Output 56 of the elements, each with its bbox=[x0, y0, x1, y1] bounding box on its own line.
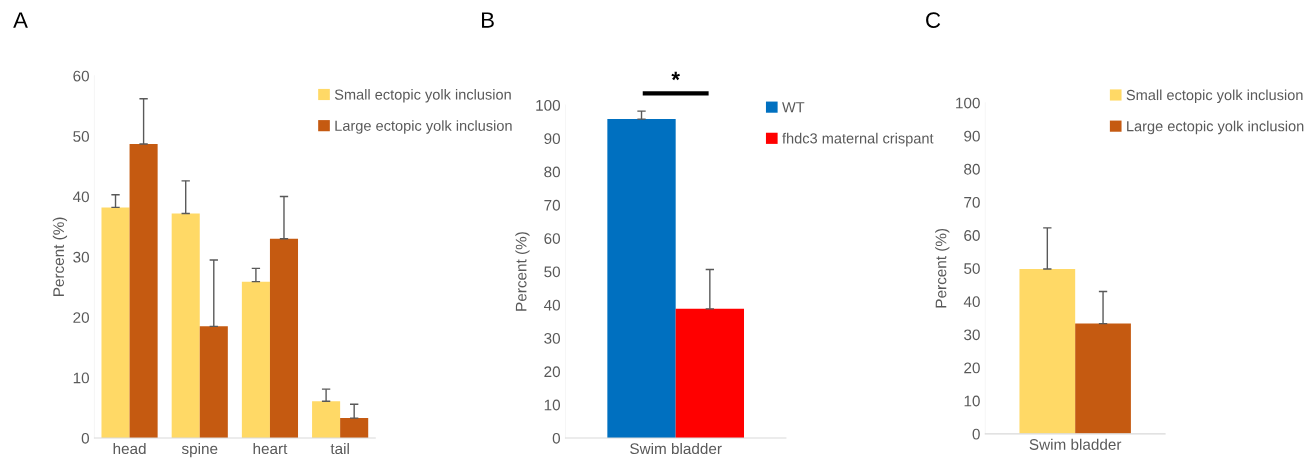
bar bbox=[312, 401, 341, 439]
y-tick-label: 40 bbox=[543, 299, 561, 311]
y-tick-label: 30 bbox=[964, 329, 980, 341]
y-tick-label: 100 bbox=[536, 99, 561, 111]
y-tick-label: 90 bbox=[964, 130, 980, 142]
y-tick-label: 70 bbox=[544, 199, 561, 211]
x-tick-label: head bbox=[113, 442, 146, 455]
y-axis-title: Percent (%) bbox=[515, 232, 530, 311]
y-tick-label: 40 bbox=[963, 296, 980, 308]
y-tick-label: 20 bbox=[544, 366, 561, 378]
legend-label: Small ectopic yolk inclusion bbox=[1126, 89, 1303, 104]
y-tick-label: 10 bbox=[544, 399, 561, 411]
y-tick-label: 0 bbox=[972, 428, 980, 440]
y-tick-label: 0 bbox=[81, 432, 90, 444]
x-tick-label: Swim bladder bbox=[630, 442, 722, 455]
y-tick-label: 50 bbox=[964, 263, 980, 274]
y-tick-label: 70 bbox=[964, 196, 980, 208]
y-tick-label: 20 bbox=[964, 362, 980, 374]
y-tick-label: 40 bbox=[72, 191, 90, 203]
y-tick-label: 30 bbox=[544, 333, 561, 344]
x-tick-label: heart bbox=[253, 442, 288, 455]
x-tick-label: spine bbox=[181, 442, 218, 458]
legend-label: Large ectopic yolk inclusion bbox=[1127, 120, 1304, 135]
legend-label: WT bbox=[782, 102, 805, 113]
x-tick-label: Swim bladder bbox=[1029, 438, 1122, 450]
y-tick-label: 80 bbox=[544, 166, 561, 178]
legend-label: Small ectopic yolk inclusion bbox=[334, 89, 511, 103]
legend-label: fhdc3 maternal crispant bbox=[782, 132, 934, 147]
y-tick-label: 80 bbox=[964, 163, 980, 175]
y-tick-label: 60 bbox=[544, 233, 561, 244]
bar bbox=[101, 207, 130, 439]
y-axis-title: Percent (%) bbox=[52, 217, 68, 296]
bar bbox=[241, 281, 270, 439]
y-tick-label: 50 bbox=[544, 266, 561, 278]
y-tick-label: 60 bbox=[73, 70, 90, 82]
y-tick-label: 30 bbox=[73, 251, 90, 263]
bar bbox=[340, 418, 369, 439]
y-tick-label: 20 bbox=[73, 312, 90, 323]
bar bbox=[269, 238, 299, 439]
y-axis-title: Percent (%) bbox=[935, 228, 950, 308]
y-tick-label: 50 bbox=[73, 131, 90, 142]
chart-title: C bbox=[926, 12, 941, 28]
bar bbox=[129, 144, 158, 439]
y-tick-label: 90 bbox=[544, 133, 561, 145]
chart-title: B bbox=[482, 12, 494, 28]
legend-label: Large ectopic yolk inclusion bbox=[335, 120, 512, 134]
y-tick-label: 10 bbox=[73, 372, 90, 384]
y-tick-label: 60 bbox=[964, 230, 980, 241]
y-tick-label: 100 bbox=[956, 97, 980, 109]
y-tick-label: 0 bbox=[552, 432, 561, 444]
bar bbox=[199, 326, 228, 439]
bar bbox=[171, 213, 200, 439]
chart-title: A bbox=[13, 12, 28, 28]
x-tick-label: tail bbox=[330, 442, 349, 455]
y-tick-label: 10 bbox=[964, 395, 980, 407]
text: * bbox=[671, 71, 680, 81]
